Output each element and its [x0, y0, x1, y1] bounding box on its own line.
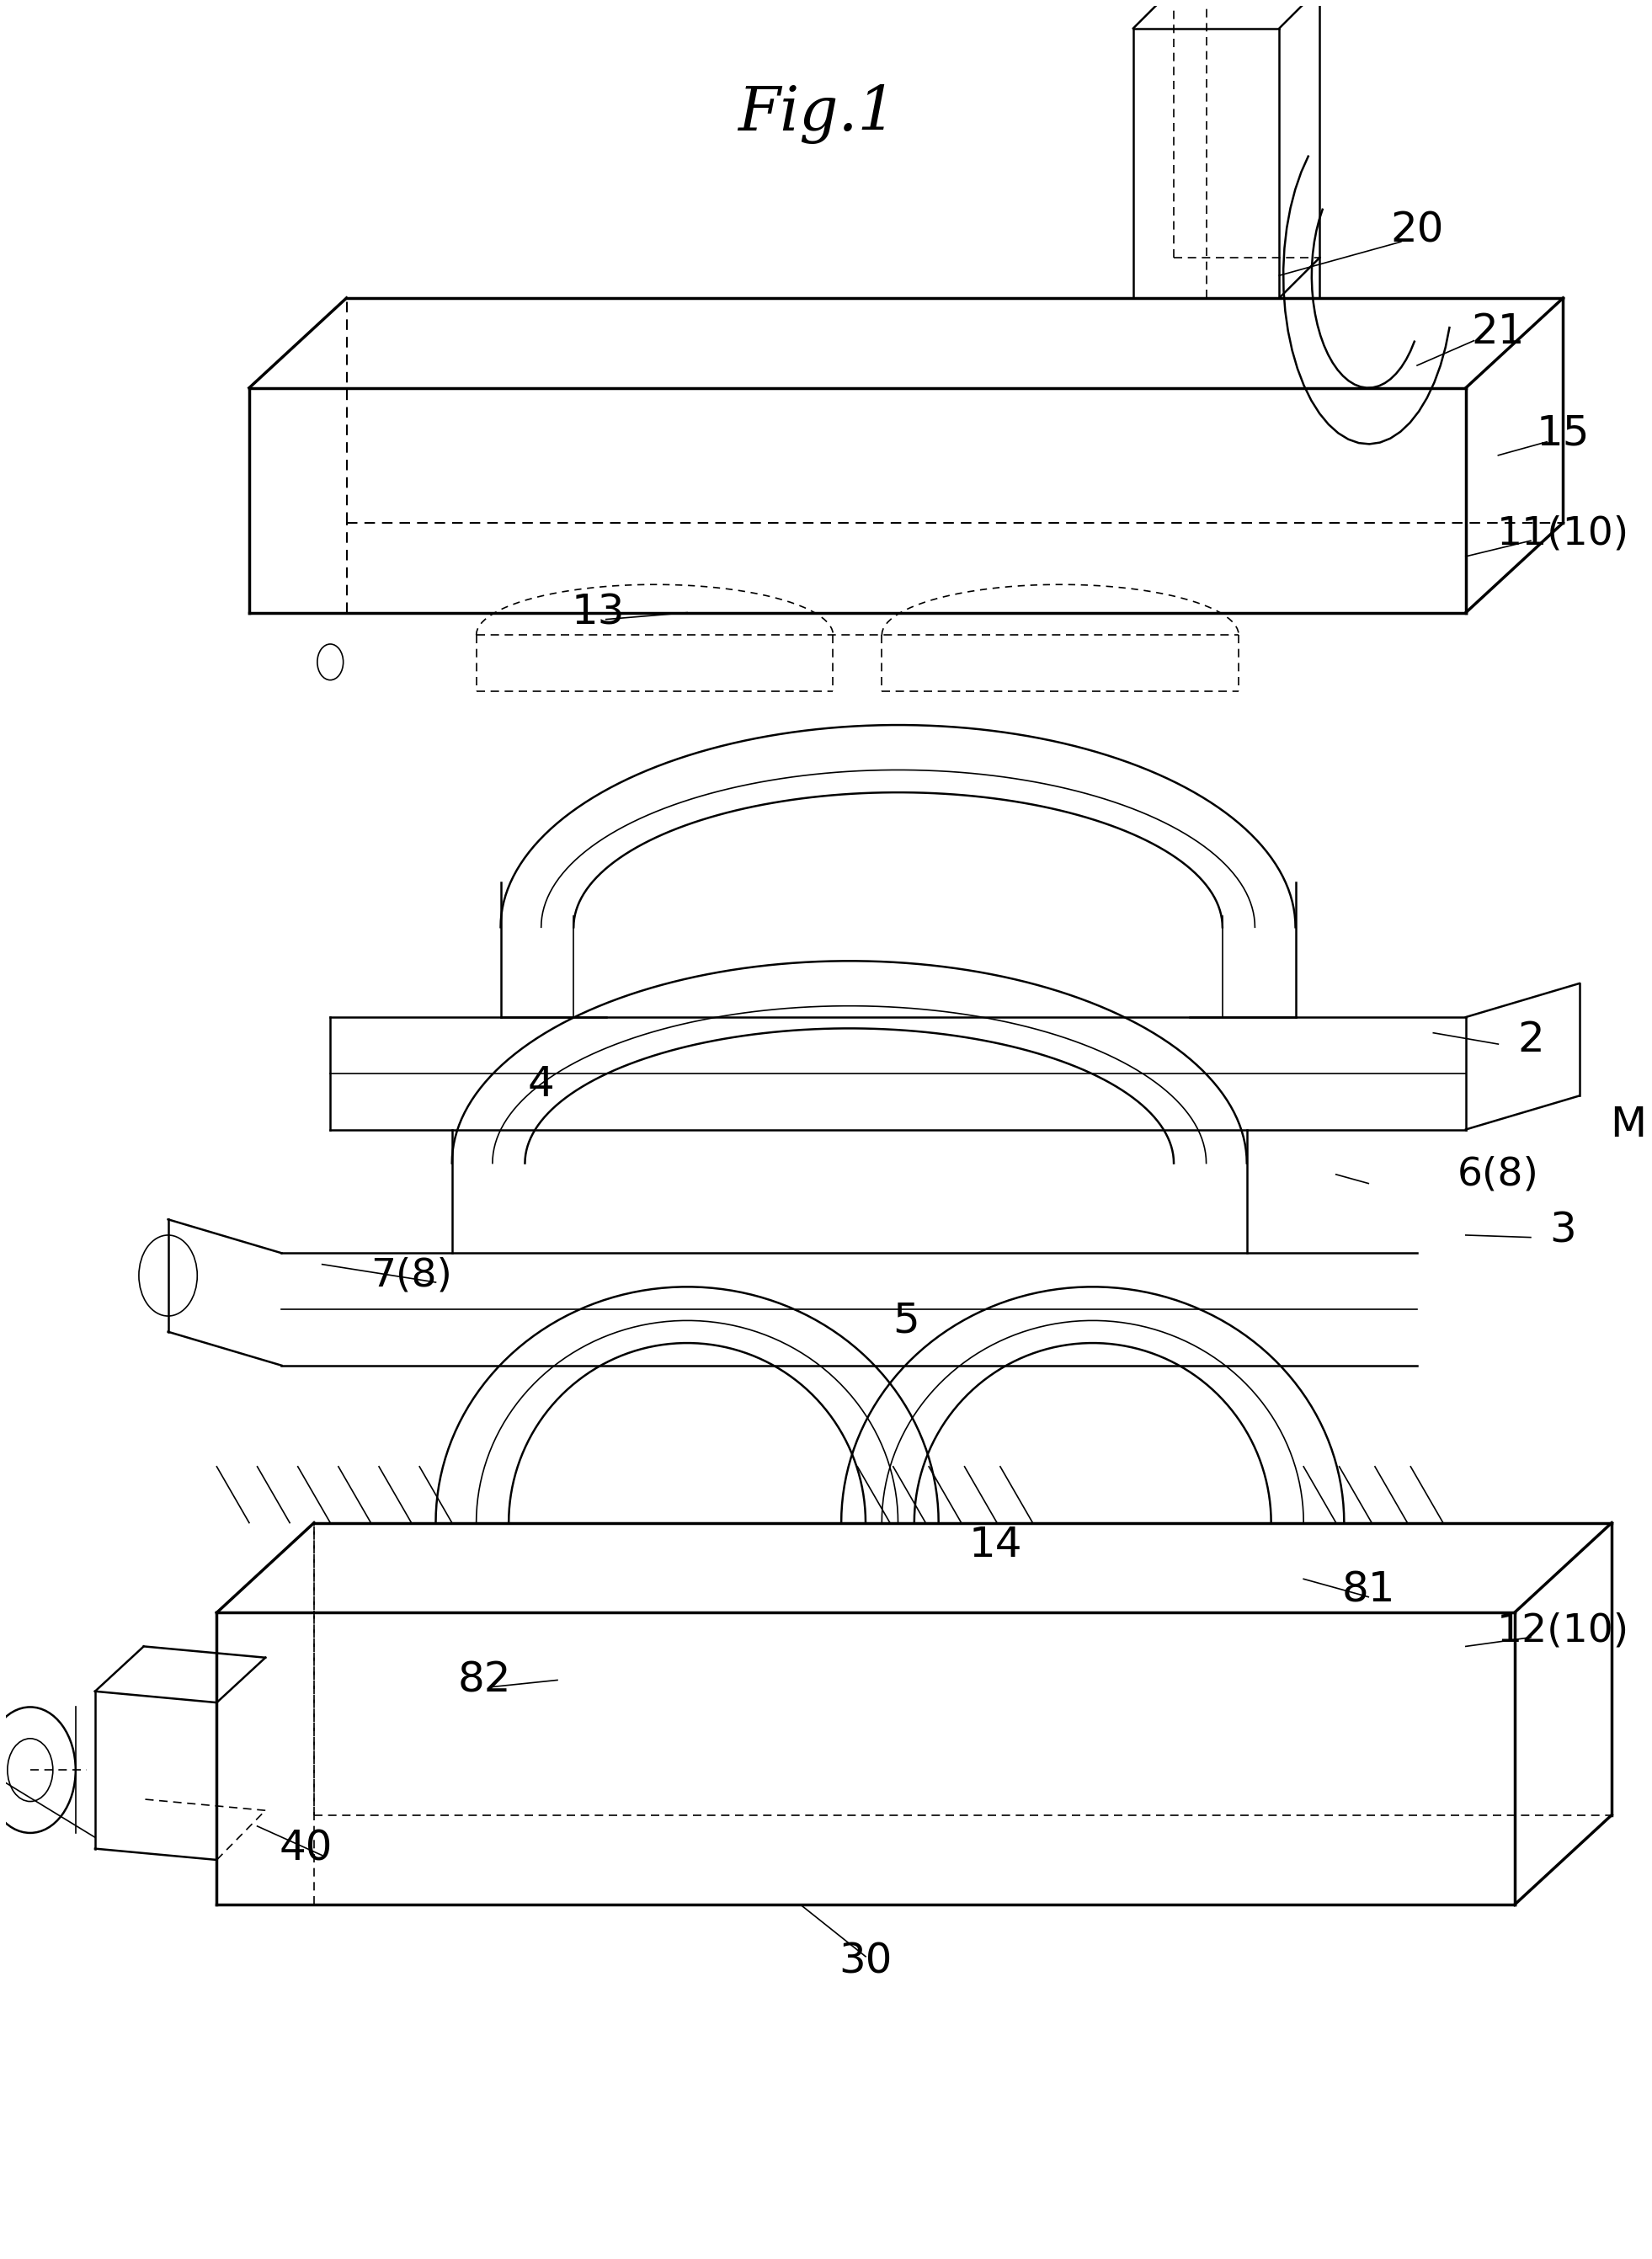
Text: Fig.1: Fig.1 [737, 84, 897, 145]
Text: 20: 20 [1391, 210, 1444, 251]
Text: 40: 40 [279, 1828, 332, 1868]
Text: M: M [1609, 1105, 1645, 1145]
Text: 13: 13 [572, 592, 624, 633]
Text: 4: 4 [527, 1064, 555, 1105]
Text: 5: 5 [892, 1301, 920, 1342]
Text: 21: 21 [1472, 312, 1525, 352]
Text: 82: 82 [458, 1660, 510, 1701]
Text: 6(8): 6(8) [1457, 1157, 1540, 1193]
Text: 11(10): 11(10) [1497, 515, 1629, 553]
Text: 14: 14 [968, 1525, 1023, 1565]
Text: 7(8): 7(8) [370, 1256, 453, 1294]
Text: 12(10): 12(10) [1497, 1611, 1629, 1649]
Text: 81: 81 [1341, 1570, 1396, 1611]
Text: 2: 2 [1517, 1019, 1545, 1059]
Text: 30: 30 [839, 1940, 892, 1981]
Text: 3: 3 [1550, 1211, 1576, 1251]
Text: 15: 15 [1536, 413, 1589, 454]
